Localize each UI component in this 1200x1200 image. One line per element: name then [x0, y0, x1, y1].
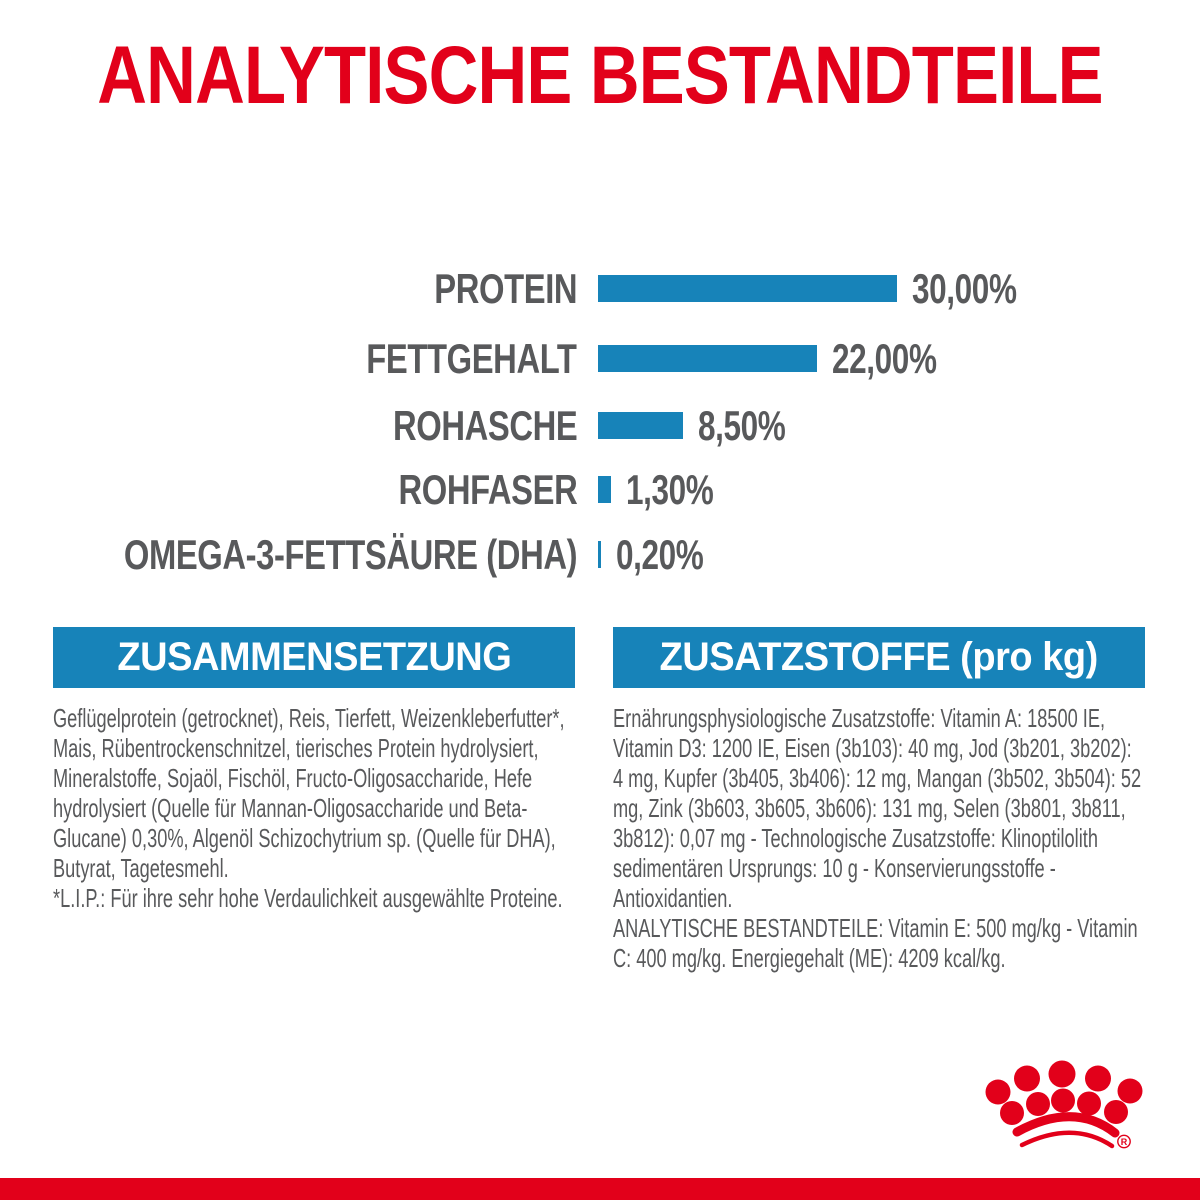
chart-category-label: FETTGEHALT	[366, 334, 578, 382]
additives-header-bar: ZUSATZSTOFFE (pro kg)	[613, 627, 1145, 688]
chart-bar	[598, 275, 897, 302]
chart-category-label: ROHFASER	[398, 465, 577, 513]
chart-value-label: 30,00%	[912, 264, 1017, 312]
chart-row: ROHFASER 1,30%	[0, 466, 1200, 513]
chart-value-label: 1,30%	[626, 465, 714, 513]
additives-column: Ernährungsphysiologische Zusatzstoffe: V…	[613, 703, 1145, 973]
additives-analytical-text: ANALYTISCHE BESTANDTEILE: Vitamin E: 500…	[613, 913, 1138, 973]
chart-bar	[598, 345, 817, 372]
additives-body-text: Ernährungsphysiologische Zusatzstoffe: V…	[613, 703, 1142, 913]
chart-row: FETTGEHALT 22,00%	[0, 335, 1200, 382]
page-title: ANALYTISCHE BESTANDTEILE	[97, 30, 1103, 121]
chart-row: ROHASCHE 8,50%	[0, 402, 1200, 449]
composition-footnote-text: *L.I.P.: Für ihre sehr hohe Verdaulichke…	[53, 883, 563, 913]
chart-bar	[598, 412, 683, 439]
crown-swoosh	[1012, 1112, 1120, 1149]
chart-category-label: PROTEIN	[434, 264, 577, 312]
chart-bar	[598, 541, 601, 568]
composition-header-bar: ZUSAMMENSETZUNG	[53, 627, 575, 688]
chart-value-label: 0,20%	[616, 530, 704, 578]
chart-row: OMEGA-3-FETTSÄURE (DHA) 0,20%	[0, 531, 1200, 578]
chart-bar	[598, 476, 611, 503]
svg-text:R: R	[1121, 1137, 1128, 1147]
composition-header-label: ZUSAMMENSETZUNG	[117, 635, 511, 679]
bottom-brand-stripe	[0, 1178, 1200, 1200]
chart-category-label: ROHASCHE	[392, 401, 578, 449]
composition-column: Geflügelprotein (getrocknet), Reis, Tier…	[53, 703, 575, 913]
chart-category-label: OMEGA-3-FETTSÄURE (DHA)	[123, 530, 578, 578]
chart-row: PROTEIN 30,00%	[0, 265, 1200, 312]
additives-header-label: ZUSATZSTOFFE (pro kg)	[659, 635, 1099, 679]
royal-canin-crown-logo: R	[985, 1060, 1143, 1149]
chart-value-label: 22,00%	[832, 334, 937, 382]
registered-trademark-icon: R	[1117, 1134, 1131, 1149]
chart-value-label: 8,50%	[698, 401, 786, 449]
composition-body-text: Geflügelprotein (getrocknet), Reis, Tier…	[53, 703, 565, 883]
crown-dots	[985, 1060, 1143, 1125]
